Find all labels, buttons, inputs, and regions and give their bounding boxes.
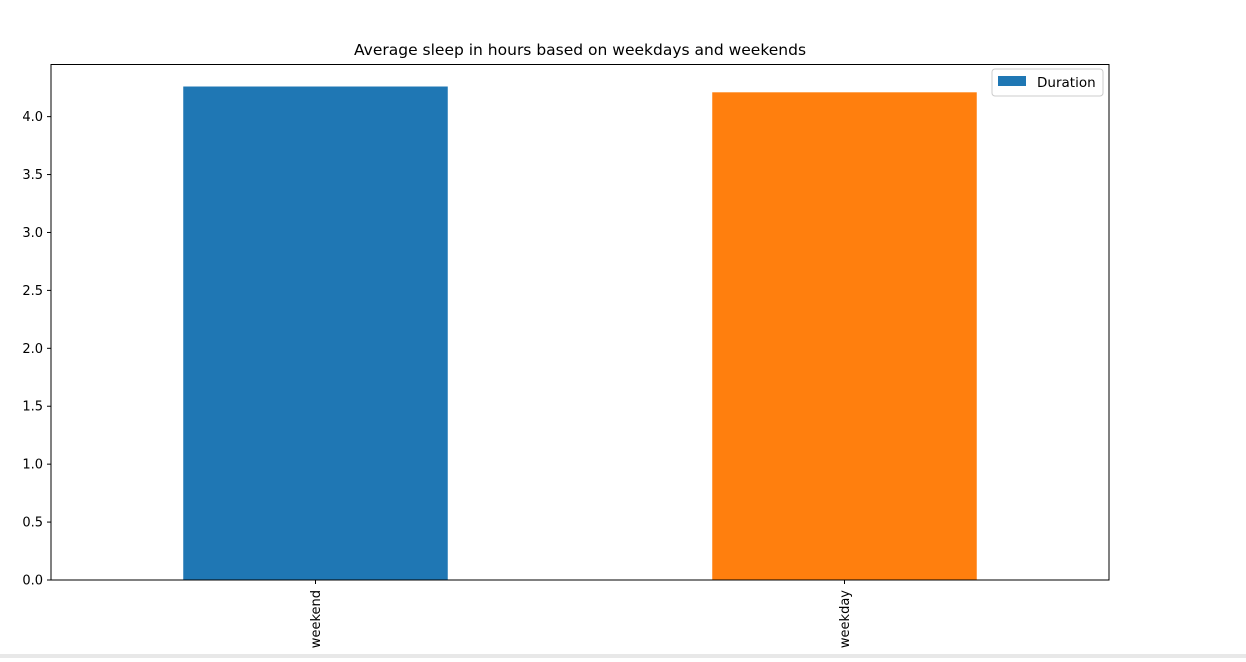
y-axis: 0.0 0.5 1.0 1.5 2.0 2.5 3.0 3.5 4.0 <box>22 110 51 589</box>
legend-box <box>991 68 1104 97</box>
legend-swatch <box>998 76 1026 86</box>
plot-frame <box>50 64 1110 581</box>
y-tick-label: 4.0 <box>22 110 43 125</box>
bars-layer <box>183 86 977 581</box>
x-axis: weekend weekday <box>309 580 853 648</box>
chart-title: Average sleep in hours based on weekdays… <box>354 41 806 59</box>
y-tick-label: 3.0 <box>22 226 43 241</box>
y-tick-label: 3.5 <box>22 168 43 183</box>
window-bottom-strip <box>0 654 1246 658</box>
legend-label: Duration <box>1037 75 1096 91</box>
y-tick-label: 0.5 <box>22 516 43 531</box>
x-tick-label: weekend <box>309 590 324 648</box>
y-tick-label: 1.0 <box>22 458 43 473</box>
y-tick-label: 0.0 <box>22 574 43 589</box>
bar-weekday <box>712 92 977 580</box>
y-tick-label: 2.0 <box>22 342 43 357</box>
legend: Duration <box>991 68 1104 97</box>
bar-weekend <box>183 86 448 581</box>
y-tick-label: 2.5 <box>22 284 43 299</box>
y-tick-label: 1.5 <box>22 400 43 415</box>
x-tick-label: weekday <box>838 590 853 648</box>
